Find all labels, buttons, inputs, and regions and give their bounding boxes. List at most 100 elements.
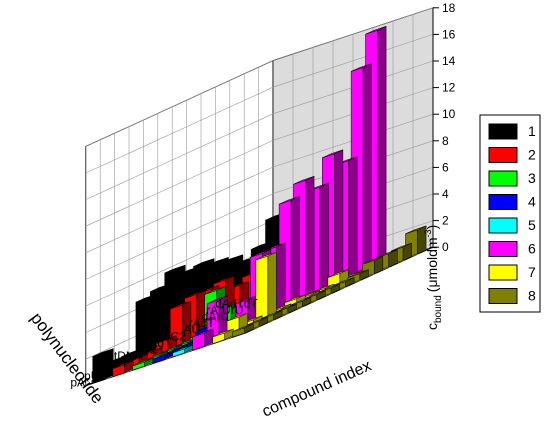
legend-swatch bbox=[488, 217, 518, 234]
bar-4-pA bbox=[152, 351, 174, 364]
z-axis-title-exp: -3 bbox=[423, 229, 433, 237]
bar-top-face bbox=[313, 283, 335, 293]
bar-top-face bbox=[141, 347, 163, 356]
legend-label: 5 bbox=[528, 217, 536, 233]
z-tick-label: 16 bbox=[442, 27, 456, 41]
bar-top-face bbox=[164, 264, 186, 274]
z-tick-label: 14 bbox=[442, 54, 456, 68]
bar-top-face bbox=[213, 275, 235, 285]
bar-top-face bbox=[327, 269, 349, 278]
bar-top-face bbox=[322, 149, 344, 159]
z-axis-title-close: ) bbox=[424, 225, 440, 230]
x-axis-tick-labels: dAdTdTrArUrUdArUrAdTAUGC2dAdTAT2ctDNAdTd… bbox=[70, 296, 258, 389]
x-tick-label: rAdT bbox=[189, 316, 216, 330]
bar-top-face bbox=[166, 344, 188, 354]
legend-swatch bbox=[488, 170, 518, 187]
bar-side-face bbox=[267, 251, 277, 321]
bar-side-face bbox=[377, 25, 387, 268]
bar-top-face bbox=[126, 353, 148, 363]
bar-top-face bbox=[146, 351, 168, 360]
z-axis-title-unit: (μmoldm bbox=[424, 237, 440, 292]
bar-side-face bbox=[276, 242, 286, 314]
bar-top-face bbox=[333, 277, 355, 286]
bar-top-face bbox=[275, 303, 297, 313]
bar-top-face bbox=[293, 176, 315, 185]
legend-label: 4 bbox=[528, 194, 536, 210]
bar-top-face bbox=[172, 344, 194, 354]
z-tick-label: 12 bbox=[442, 81, 456, 95]
z-tick-label: 6 bbox=[442, 160, 449, 174]
bar-8-pA bbox=[232, 323, 254, 338]
bar-2-pA bbox=[112, 360, 134, 377]
bar-top-face bbox=[232, 323, 254, 332]
legend-swatch bbox=[488, 264, 518, 281]
x-tick-label: dA bbox=[99, 362, 114, 376]
bar-top-face bbox=[155, 335, 177, 344]
legend-label: 3 bbox=[528, 170, 536, 186]
bar-top-face bbox=[304, 290, 326, 299]
bar-side-face bbox=[334, 149, 344, 288]
bar-top-face bbox=[318, 283, 340, 293]
legend-label: 7 bbox=[528, 264, 536, 280]
chart-bars bbox=[92, 25, 427, 384]
bar-top-face bbox=[350, 63, 372, 72]
z-axis-title: cbound (μmoldm-3) bbox=[423, 225, 444, 330]
bar-side-face bbox=[348, 156, 358, 281]
x-tick-label: dAdT bbox=[143, 336, 172, 350]
bar-5-pA bbox=[172, 344, 194, 358]
bar-top-face bbox=[290, 297, 312, 306]
z-tick-label: 0 bbox=[442, 240, 449, 254]
gridline-z bbox=[85, 7, 434, 147]
bar-top-face bbox=[255, 251, 277, 261]
bar-top-face bbox=[390, 242, 412, 252]
bar-top-face bbox=[246, 316, 268, 326]
bar-top-face bbox=[92, 348, 114, 357]
x-tick-label: pU bbox=[84, 369, 99, 383]
bar-top-face bbox=[204, 286, 226, 295]
bar-side-face bbox=[290, 195, 300, 307]
bar-7-dT bbox=[255, 251, 277, 325]
bar-top-face bbox=[161, 344, 183, 354]
bar-top-face bbox=[212, 328, 234, 338]
bar-front-face bbox=[255, 255, 269, 325]
bar-top-face bbox=[405, 225, 427, 235]
z-tick-label: 2 bbox=[442, 214, 449, 228]
bar-3-pA bbox=[132, 357, 154, 371]
bar-top-face bbox=[250, 241, 272, 250]
bar-top-face bbox=[170, 300, 192, 310]
bar-6-pA bbox=[192, 328, 214, 351]
z-axis: 0 2 4 6 8 10 12 14 16 18 bbox=[432, 1, 456, 254]
bar-1-pA bbox=[92, 348, 114, 384]
bar-top-face bbox=[152, 351, 174, 360]
bar-top-face bbox=[135, 294, 157, 303]
bar-side-face bbox=[319, 182, 329, 294]
x-tick-label: rArUrU bbox=[206, 303, 243, 317]
bar-side-face bbox=[305, 175, 315, 301]
x-tick-label: ctDNA bbox=[108, 349, 143, 363]
x-tick-label: dT bbox=[114, 356, 129, 370]
y-axis-title: compound index bbox=[260, 357, 374, 420]
bar-top-face bbox=[206, 295, 228, 304]
legend-frame bbox=[479, 114, 541, 313]
legend: 1 2 3 4 5 6 7 8 bbox=[479, 114, 541, 313]
legend-label: 1 bbox=[528, 123, 536, 139]
z-tick-label: 18 bbox=[442, 1, 456, 15]
bar-top-face bbox=[226, 312, 248, 322]
legend-label: 8 bbox=[528, 288, 536, 304]
legend-label: 6 bbox=[528, 241, 536, 257]
x-tick-label: GC2 bbox=[161, 329, 186, 343]
z-axis-title-sub: bound bbox=[433, 295, 444, 323]
bar-top-face bbox=[192, 328, 214, 338]
legend-label: 2 bbox=[528, 147, 536, 163]
bar-top-face bbox=[235, 295, 257, 305]
bar-top-face bbox=[347, 269, 369, 278]
x-tick-label: dAdTdT bbox=[215, 296, 258, 310]
bar-side-face bbox=[362, 63, 372, 274]
bar-top-face bbox=[264, 242, 286, 251]
bar-top-face bbox=[121, 348, 143, 357]
bar-top-face bbox=[193, 258, 215, 267]
bar-top-face bbox=[132, 357, 154, 367]
z-tick-label: 8 bbox=[442, 134, 449, 148]
bar-top-face bbox=[376, 249, 398, 258]
x-tick-label: AU bbox=[184, 323, 201, 337]
